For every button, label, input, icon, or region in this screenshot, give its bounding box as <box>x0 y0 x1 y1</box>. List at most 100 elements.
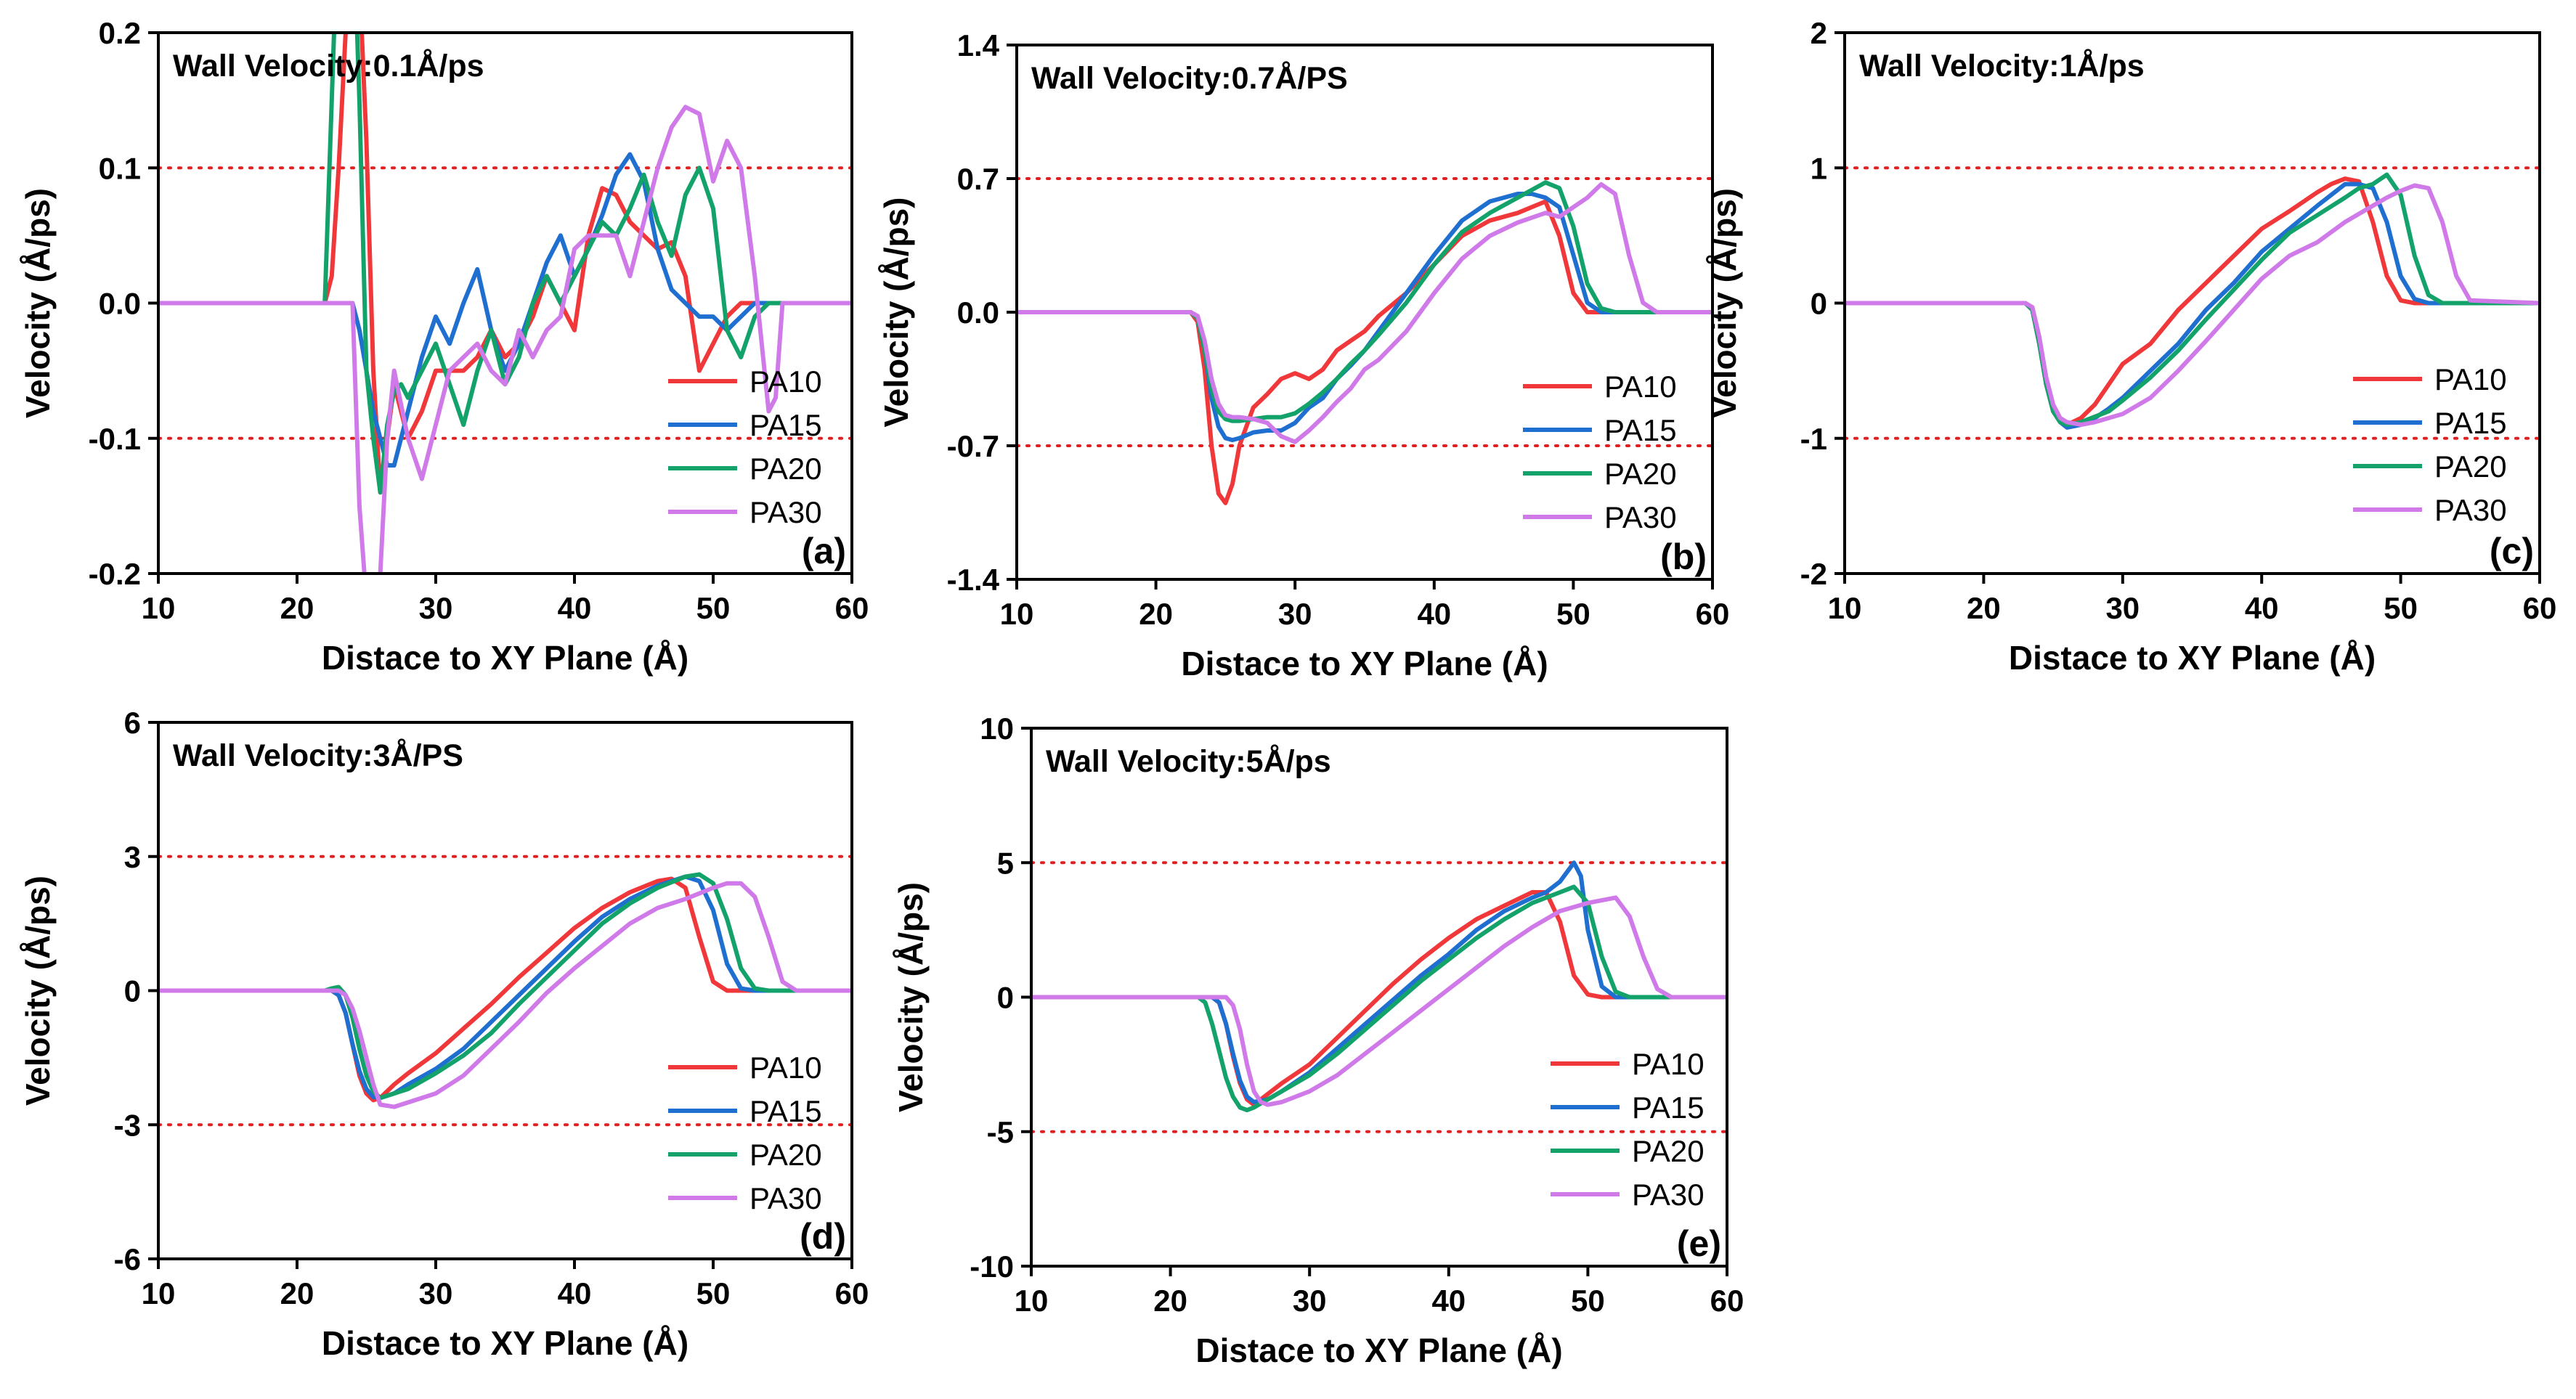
legend-label-pa15: PA15 <box>749 408 822 442</box>
y-tick-label: -0.7 <box>947 429 999 463</box>
legend-label-pa15: PA15 <box>749 1094 822 1128</box>
y-tick-label: 6 <box>124 706 141 740</box>
x-tick-label: 50 <box>1571 1284 1605 1318</box>
chart-title: Wall Velocity:0.1Å/ps <box>173 49 484 83</box>
y-tick-label: 10 <box>980 711 1014 746</box>
legend-label-pa20: PA20 <box>749 452 822 486</box>
x-tick-label: 50 <box>696 1276 731 1310</box>
legend: PA10 PA15 PA20 PA30 <box>668 1051 822 1215</box>
y-axis-title: Velocity (Å/ps) <box>877 197 915 428</box>
x-tick-label: 20 <box>1967 591 2001 625</box>
series-line-pa20 <box>158 872 852 1101</box>
y-tick-label: 0.0 <box>957 295 999 330</box>
legend: PA10 PA15 PA20 PA30 <box>1523 370 1677 534</box>
chart-title: Wall Velocity:5Å/ps <box>1046 744 1331 779</box>
legend-label-pa10: PA10 <box>749 364 822 399</box>
legend-label-pa20: PA20 <box>2434 449 2507 484</box>
x-tick-label: 40 <box>1417 597 1451 631</box>
legend-label-pa20: PA20 <box>1604 457 1677 491</box>
x-tick-label: 10 <box>1015 1284 1049 1318</box>
y-tick-label: 0.0 <box>99 287 141 321</box>
y-tick-label: -0.1 <box>89 422 141 456</box>
y-axis-title: Velocity (Å/ps) <box>19 188 57 418</box>
y-tick-label: 0 <box>124 974 141 1008</box>
legend-label-pa30: PA30 <box>1604 500 1677 534</box>
x-tick-label: 20 <box>280 1276 314 1310</box>
x-axis-title: Distace to XY Plane (Å) <box>1181 645 1548 682</box>
legend-label-pa20: PA20 <box>749 1138 822 1172</box>
series-line-pa30 <box>1845 183 2540 428</box>
y-axis-title: Velocity (Å/ps) <box>19 876 57 1106</box>
x-tick-label: 50 <box>1556 597 1590 631</box>
chart-title: Wall Velocity:3Å/PS <box>173 738 463 773</box>
series-line-pa15 <box>158 152 852 468</box>
legend-label-pa30: PA30 <box>749 1181 822 1215</box>
x-axis-title: Distace to XY Plane (Å) <box>322 639 688 677</box>
legend-label-pa30: PA30 <box>749 495 822 529</box>
y-tick-label: -10 <box>970 1249 1014 1284</box>
x-tick-label: 60 <box>835 591 869 625</box>
x-tick-label: 30 <box>419 591 453 625</box>
x-tick-label: 20 <box>1153 1284 1187 1318</box>
y-tick-label: -1.4 <box>947 563 1000 597</box>
legend: PA10 PA15 PA20 PA30 <box>1551 1047 1705 1212</box>
x-tick-label: 60 <box>1710 1284 1744 1318</box>
y-tick-label: 1.4 <box>957 28 1000 62</box>
panel-letter: (c) <box>2490 531 2534 571</box>
chart-title: Wall Velocity:0.7Å/PS <box>1031 61 1348 96</box>
x-tick-label: 50 <box>2384 591 2418 625</box>
y-tick-label: 0 <box>997 981 1014 1015</box>
x-tick-label: 30 <box>1278 597 1312 631</box>
x-tick-label: 40 <box>558 1276 592 1310</box>
x-tick-label: 60 <box>1696 597 1730 631</box>
x-tick-label: 10 <box>142 591 176 625</box>
chart-panel-1: 10 20 30 40 50 60 -0.2 -0.1 0.0 0.1 0.2 Distace to … <box>19 16 869 677</box>
y-tick-label: 3 <box>124 840 141 874</box>
series-line-pa30 <box>1017 181 1712 444</box>
chart-panel-4: 10 20 30 40 50 60 -6 -3 0 3 6 Distace to XY Plane (… <box>19 706 869 1362</box>
legend-label-pa10: PA10 <box>1604 370 1677 404</box>
y-axis-title: Velocity (Å/ps) <box>892 882 930 1112</box>
x-tick-label: 40 <box>558 591 592 625</box>
y-tick-label: 0.1 <box>99 151 141 185</box>
y-tick-label: 1 <box>1811 151 1827 185</box>
x-axis-title: Distace to XY Plane (Å) <box>2009 639 2376 677</box>
x-tick-label: 20 <box>280 591 314 625</box>
y-tick-label: 0 <box>1811 287 1827 321</box>
legend-label-pa30: PA30 <box>2434 493 2507 527</box>
legend-label-pa10: PA10 <box>1632 1047 1705 1081</box>
y-tick-label: -3 <box>114 1108 141 1142</box>
y-tick-label: 0.2 <box>99 16 141 50</box>
panel-letter: (e) <box>1677 1223 1721 1264</box>
x-tick-label: 60 <box>2523 591 2557 625</box>
x-tick-label: 40 <box>1431 1284 1466 1318</box>
y-tick-label: 5 <box>997 846 1014 880</box>
series-line-pa20 <box>1017 180 1712 423</box>
series-line-pa20 <box>1031 884 1727 1113</box>
legend-label-pa15: PA15 <box>1604 413 1677 447</box>
y-tick-label: 2 <box>1811 16 1827 50</box>
legend-label-pa15: PA15 <box>2434 406 2507 440</box>
legend-label-pa10: PA10 <box>749 1051 822 1085</box>
x-tick-label: 20 <box>1139 597 1173 631</box>
chart-panel-2: 10 20 30 40 50 60 -1.4 -0.7 0.0 0.7 1.4 Distace to … <box>877 28 1729 682</box>
series-line-pa10 <box>1017 199 1712 505</box>
legend: PA10 PA15 PA20 PA30 <box>2353 362 2507 527</box>
x-tick-label: 10 <box>142 1276 176 1310</box>
series-line-pa15 <box>1031 860 1727 1104</box>
panel-letter: (a) <box>802 531 846 571</box>
y-tick-label: -0.2 <box>89 557 141 591</box>
x-tick-label: 50 <box>696 591 731 625</box>
x-tick-label: 10 <box>1000 597 1034 631</box>
series-line-pa15 <box>158 874 852 1101</box>
panel-letter: (d) <box>800 1216 846 1257</box>
legend-label-pa10: PA10 <box>2434 362 2507 396</box>
panel-letter: (b) <box>1660 537 1707 577</box>
legend-label-pa15: PA15 <box>1632 1090 1705 1125</box>
y-axis-title: Velocity (Å/ps) <box>1705 188 1743 418</box>
x-axis-title: Distace to XY Plane (Å) <box>322 1324 688 1362</box>
y-tick-label: 0.7 <box>957 162 999 196</box>
x-tick-label: 10 <box>1828 591 1862 625</box>
x-tick-label: 60 <box>835 1276 869 1310</box>
